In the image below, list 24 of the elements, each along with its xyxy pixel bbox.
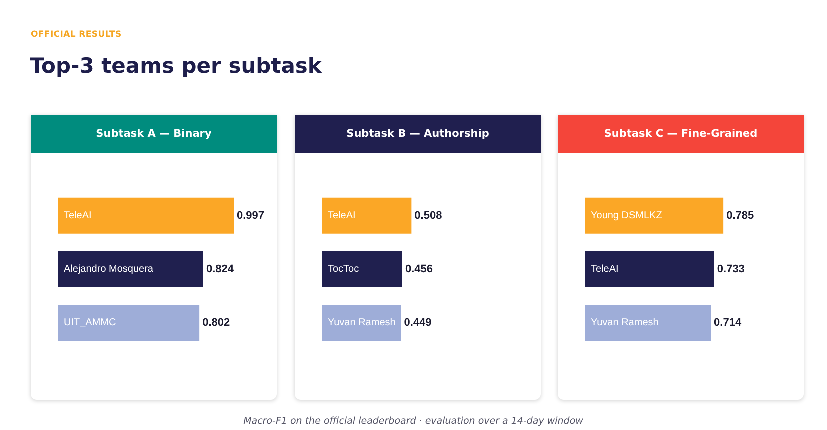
data-label: 0.456 <box>405 264 434 276</box>
chart-title: Subtask C — Fine-Grained <box>604 128 758 140</box>
y-tick-label: Yuvan Ramesh <box>591 318 659 329</box>
data-label: 0.824 <box>206 264 235 276</box>
data-label: 0.449 <box>404 317 432 330</box>
data-label: 0.733 <box>717 264 745 276</box>
text: OFFICIAL RESULTS <box>31 30 122 40</box>
data-label: 0.785 <box>726 210 754 222</box>
text: Macro-F1 on the official leaderboard · evaluation over a 14-day window <box>242 416 584 427</box>
y-tick-label: TeleAI <box>591 264 619 275</box>
y-tick-label: Yuvan Ramesh <box>328 318 396 329</box>
y-tick-label: Young DSMLKZ <box>591 210 662 222</box>
y-tick-label: UIT_AMMC <box>64 318 116 329</box>
data-label: 0.714 <box>714 317 742 330</box>
y-tick-label: TocToc <box>328 264 360 275</box>
data-label: 0.802 <box>202 317 230 330</box>
chart-title: Subtask B — Authorship <box>346 128 490 140</box>
chart-title: Subtask A — Binary <box>96 128 212 140</box>
data-label: 0.508 <box>414 210 442 222</box>
y-tick-label: TeleAI <box>64 210 92 222</box>
y-tick-label: TeleAI <box>328 210 356 222</box>
y-tick-label: Alejandro Mosquera <box>64 264 154 275</box>
text: Top-3 teams per subtask <box>30 54 322 78</box>
data-label: 0.997 <box>237 210 265 222</box>
